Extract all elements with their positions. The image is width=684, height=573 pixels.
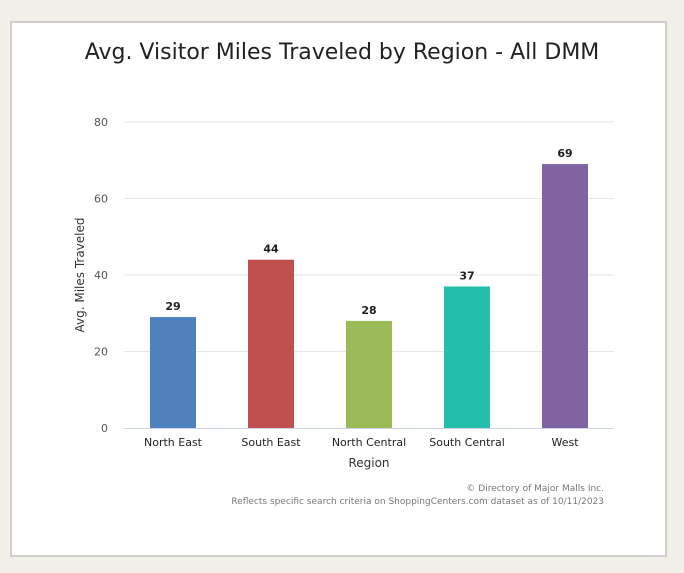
copyright-credit: © Directory of Major Malls Inc.: [466, 484, 604, 494]
y-tick-label: 40: [94, 269, 108, 282]
x-category-label: North East: [144, 436, 203, 449]
x-category-label: North Central: [332, 436, 406, 449]
bar-south-central[interactable]: [444, 286, 490, 428]
bar-north-east[interactable]: [150, 317, 196, 428]
data-label: 37: [459, 269, 474, 282]
dataset-credit: Reflects specific search criteria on Sho…: [231, 497, 604, 507]
x-axis-categories: North East South East North Central South C…: [144, 436, 579, 449]
y-tick-label: 60: [94, 193, 108, 206]
data-labels: 29 44 28 37 69: [165, 147, 572, 317]
y-tick-label: 0: [101, 422, 108, 435]
bar-north-central[interactable]: [346, 320, 392, 428]
y-tick-label: 20: [94, 346, 108, 359]
chart-title: Avg. Visitor Miles Traveled by Region - …: [84, 40, 600, 65]
data-label: 28: [361, 304, 376, 317]
data-label: 44: [263, 243, 279, 256]
gridlines: [124, 121, 614, 352]
y-tick-label: 80: [94, 116, 108, 129]
bar-west[interactable]: [542, 164, 588, 428]
x-category-label: West: [551, 436, 579, 449]
y-axis-title: Avg. Miles Traveled: [73, 218, 87, 333]
bar-south-east[interactable]: [248, 259, 294, 428]
data-label: 69: [557, 147, 572, 160]
x-category-label: South East: [241, 436, 301, 449]
x-category-label: South Central: [429, 436, 505, 449]
bars: [150, 164, 588, 428]
y-axis-ticks: 0 20 40 60 80: [94, 116, 108, 435]
data-label: 29: [165, 300, 180, 313]
x-axis-title: Region: [348, 456, 389, 470]
